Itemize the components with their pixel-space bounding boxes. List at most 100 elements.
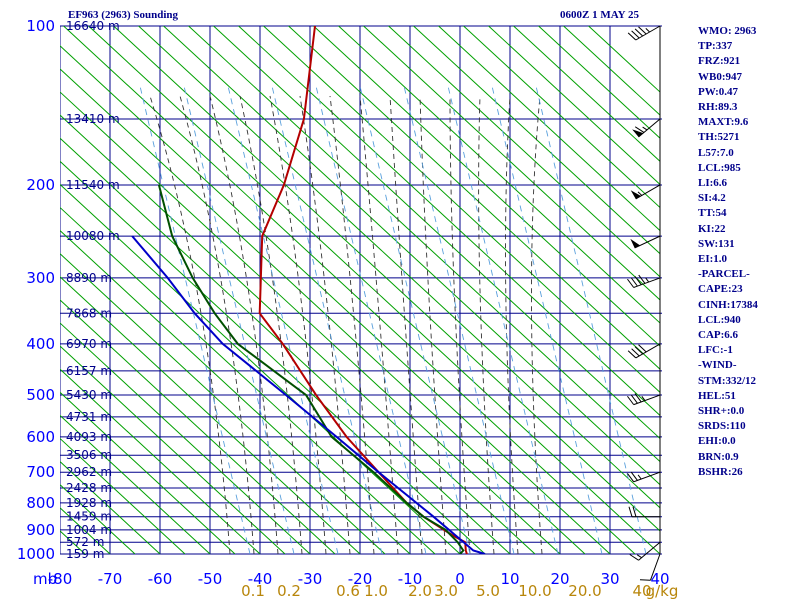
wind-barb-flag [627,473,635,483]
moist-adiabat [329,95,375,554]
temperature-tick-label: 10 [500,570,519,588]
index-entry: L57:7.0 [698,146,734,159]
height-label: 6157 m [66,364,112,378]
height-label: 159 m [66,547,104,561]
mixing-ratio-line [403,85,515,554]
wind-barb-staff [633,471,661,483]
height-label: 1459 m [66,510,112,524]
wind-barb-staff [638,118,661,138]
chart-timestamp: 0600Z 1 MAY 25 [560,9,639,21]
moist-adiabat [149,95,231,554]
temperature-tick-label: -20 [348,570,373,588]
wind-barb-flag [630,277,638,287]
dewpoint-trace [157,184,465,554]
index-entry: TH:5271 [698,131,740,144]
index-entry: BRN:0.9 [698,450,739,463]
mixing-ratio-labels: 0.1 0.2 0.6 1.0 2.0 3.0 5.0 10.0 20.0 40g/kg [241,582,678,600]
wind-barb-half [645,277,650,283]
mixing-ratio-unit: g/kg [646,582,679,600]
index-entry: LCL:940 [698,313,741,326]
index-entry: SHR+:0.0 [698,405,745,418]
dry-adiabat [60,183,461,554]
wind-barb-flag [630,394,638,404]
index-entry: TT:54 [698,207,727,220]
wind-barb [629,541,661,561]
mixing-ratio-label: 20.0 [568,582,601,600]
height-label: 7868 m [66,306,112,320]
isotherm-grid [60,26,660,554]
wind-barb [628,506,660,518]
wind-barb-flag [634,276,642,286]
dry-adiabat [62,26,636,554]
wind-barb-flag [627,278,635,288]
index-entry: HEL:51 [698,389,736,402]
wind-barb [627,274,661,288]
temperature-tick-label: -70 [98,570,123,588]
height-label: 16640 m [66,19,120,33]
wind-barb-pennant [630,190,641,199]
mixing-ratio-label: 40 [632,582,651,600]
dry-adiabat [60,253,386,554]
height-label: 2962 m [66,465,112,479]
index-entry: LCL:985 [698,161,741,174]
height-label: 8890 m [66,271,112,285]
wind-barb-flag [638,274,646,284]
dry-adiabat [60,276,361,554]
temperature-tick-label: -10 [398,570,423,588]
pressure-tick-label: 100 [26,17,55,35]
index-entry: FRZ:921 [698,55,741,68]
dry-adiabat [87,26,660,554]
height-label: 5430 m [66,388,112,402]
pressure-tick-label: 900 [26,521,55,539]
index-entry: CINH:17384 [698,298,758,311]
pressure-tick-label: 1000 [17,545,55,563]
temperature-tick-label: -40 [248,570,273,588]
pressure-tick-labels: 100 200 300 400 500 600 700 800 900 1000 [17,17,55,563]
temperature-tick-label: -60 [148,570,173,588]
temperature-tick-label: 30 [600,570,619,588]
pressure-tick-label: 200 [26,176,55,194]
temperature-tick-labels: mb-80 -70 -60 -50 -40 -30 -20 -10 0 10 20 30 40 [33,570,670,588]
temperature-tick-label: 20 [550,570,569,588]
wind-barb-staff [635,343,661,359]
pressure-tick-label: 800 [26,494,55,512]
height-label: 11540 m [66,178,120,192]
wind-barb-flag [627,32,637,41]
index-entry: CAPE:23 [698,283,743,296]
pressure-tick-label: 400 [26,335,55,353]
wind-barb-flag [634,393,642,403]
index-entry: WMO: 2963 [698,25,757,37]
height-label: 1004 m [66,523,112,537]
wind-barb-column [627,25,661,581]
wind-barb [627,471,661,483]
index-entry: EHI:0.0 [698,435,736,448]
mixing-ratio-label: 10.0 [518,582,551,600]
index-entry: KI:22 [698,222,726,235]
parcel-trace [131,235,486,554]
moist-adiabat [389,95,423,554]
moist-adiabat [419,95,447,554]
wind-barb-half [636,554,642,559]
index-entry: LI:6.6 [698,177,728,190]
height-label: 1928 m [66,496,112,510]
mixing-ratio-line [491,85,603,554]
wind-barb-flag [634,346,644,355]
temperature-tick-label: -30 [298,570,323,588]
mixing-ratio-label: 0.6 [336,582,360,600]
mixing-ratio-line [447,85,559,554]
wind-barb-flag [628,506,633,517]
moist-adiabat [531,95,543,554]
moist-adiabat [179,95,255,554]
height-label: 572 m [66,535,104,549]
index-entry: STM:332/12 [698,374,757,387]
mixing-ratio-label: 3.0 [434,582,458,600]
chart-title: EF963 (2963) Sounding [68,9,179,21]
pressure-tick-label: 600 [26,428,55,446]
temperature-tick-label: 0 [455,570,465,588]
wind-barb-pennant [630,238,641,248]
wind-barb-staff [649,553,661,581]
index-entry: SW:131 [698,237,735,250]
pressure-tick-label: 300 [26,269,55,287]
wind-barb [632,118,661,138]
